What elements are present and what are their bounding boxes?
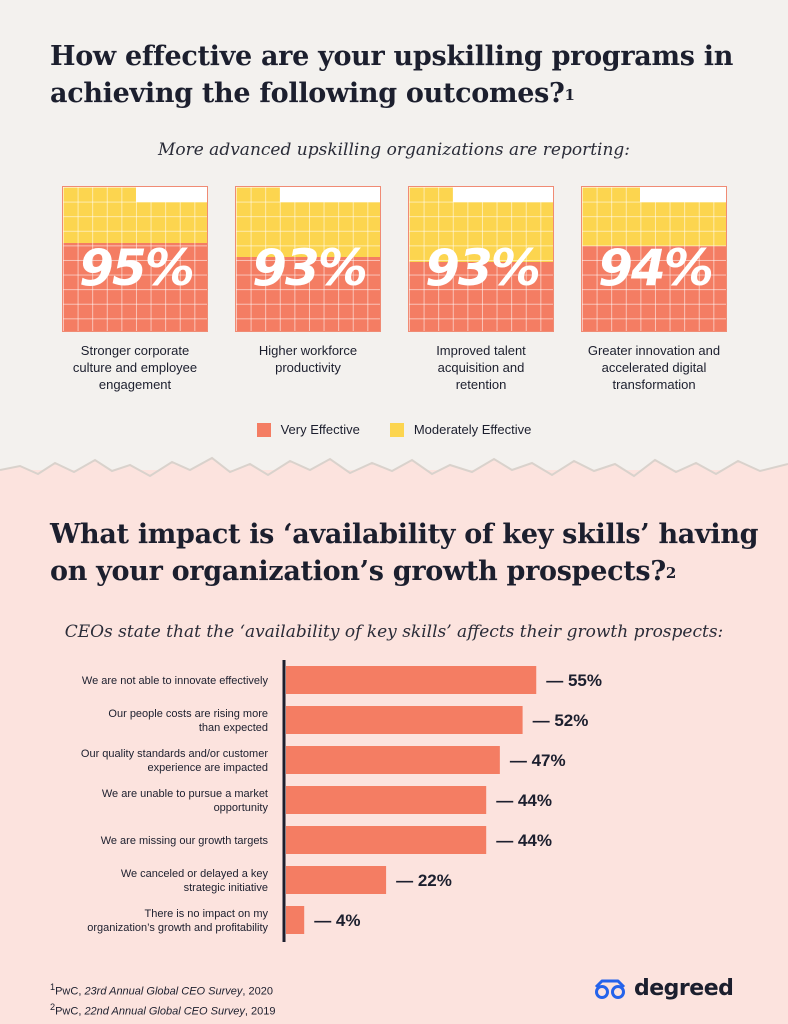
tile-grid: [582, 187, 726, 331]
tile-label: Stronger corporate culture and employee …: [72, 343, 198, 392]
impact-value-label: — 44%: [496, 831, 552, 850]
legend: Very Effective Moderately Effective: [0, 422, 788, 437]
tile-grid: [236, 187, 380, 331]
impact-value-label: — 22%: [396, 871, 452, 890]
effectiveness-tile: 93%: [235, 186, 381, 332]
tile-label: Greater innovation and accelerated digit…: [587, 343, 721, 392]
legend-label-moderately-effective: Moderately Effective: [413, 422, 532, 437]
impact-bar-chart: — 55% We are not able to innovate effecti…: [81, 660, 602, 942]
impact-category-label: Our people costs are rising more than exp…: [108, 708, 268, 734]
section2-title: What impact is ‘availability of key skil…: [50, 519, 759, 587]
tile-percent: 95%: [79, 239, 195, 297]
impact-category-label: Our quality standards and/or customer exp…: [81, 748, 268, 774]
impact-category-label: We are unable to pursue a market opportun…: [102, 788, 269, 814]
impact-bar: [286, 786, 487, 814]
section1-title: How effective are your upskilling progra…: [50, 41, 734, 109]
impact-value-label: — 47%: [510, 751, 566, 770]
impact-bar: [286, 666, 537, 694]
brand-name: degreed: [634, 976, 734, 1001]
impact-category-label: We are missing our growth targets: [101, 835, 269, 847]
effectiveness-tile: 93%: [408, 186, 554, 332]
effectiveness-tile: 95%: [62, 186, 208, 332]
legend-label-very-effective: Very Effective: [280, 422, 360, 437]
impact-bar: [286, 866, 387, 894]
footnotes: 1PwC, 23rd Annual Global CEO Survey, 202…: [50, 980, 275, 1019]
impact-category-label: We are not able to innovate effectively: [82, 675, 269, 687]
tile-percent: 94%: [598, 239, 714, 297]
tile-label: Higher workforce productivity: [258, 343, 358, 375]
impact-bar: [286, 826, 487, 854]
impact-value-label: — 44%: [496, 791, 552, 810]
brand-logo: degreed: [592, 976, 734, 1001]
tile-percent: 93%: [425, 239, 541, 297]
footnote-2: 2PwC, 22nd Annual Global CEO Survey, 201…: [50, 1001, 276, 1018]
tile-grid: [63, 187, 207, 331]
impact-value-label: — 52%: [533, 711, 589, 730]
impact-bar: [286, 706, 523, 734]
torn-paper-edge: [0, 456, 788, 500]
tile-label: Improved talent acquisition and retentio…: [436, 343, 526, 392]
legend-item-moderately-effective: Moderately Effective: [389, 422, 532, 437]
impact-value-label: — 4%: [314, 911, 360, 930]
section1-subtitle: More advanced upskilling organizations a…: [157, 140, 631, 160]
tile-percent: 93%: [252, 239, 368, 297]
glasses-icon: [594, 979, 626, 999]
effectiveness-tile: 94%: [581, 186, 727, 332]
impact-bar: [286, 906, 305, 934]
section2-subtitle: CEOs state that the ‘availability of key…: [64, 622, 724, 642]
impact-category-label: There is no impact on my organization’s g…: [87, 908, 268, 934]
impact-value-label: — 55%: [546, 671, 602, 690]
tile-grid: [409, 187, 553, 331]
impact-bar: [286, 746, 500, 774]
impact-category-label: We canceled or delayed a key strategic in…: [121, 868, 269, 894]
legend-item-very-effective: Very Effective: [256, 422, 360, 437]
legend-swatch-very-effective: [256, 422, 271, 437]
legend-swatch-moderately-effective: [389, 422, 404, 437]
footnote-1: 1PwC, 23rd Annual Global CEO Survey, 202…: [50, 982, 273, 998]
